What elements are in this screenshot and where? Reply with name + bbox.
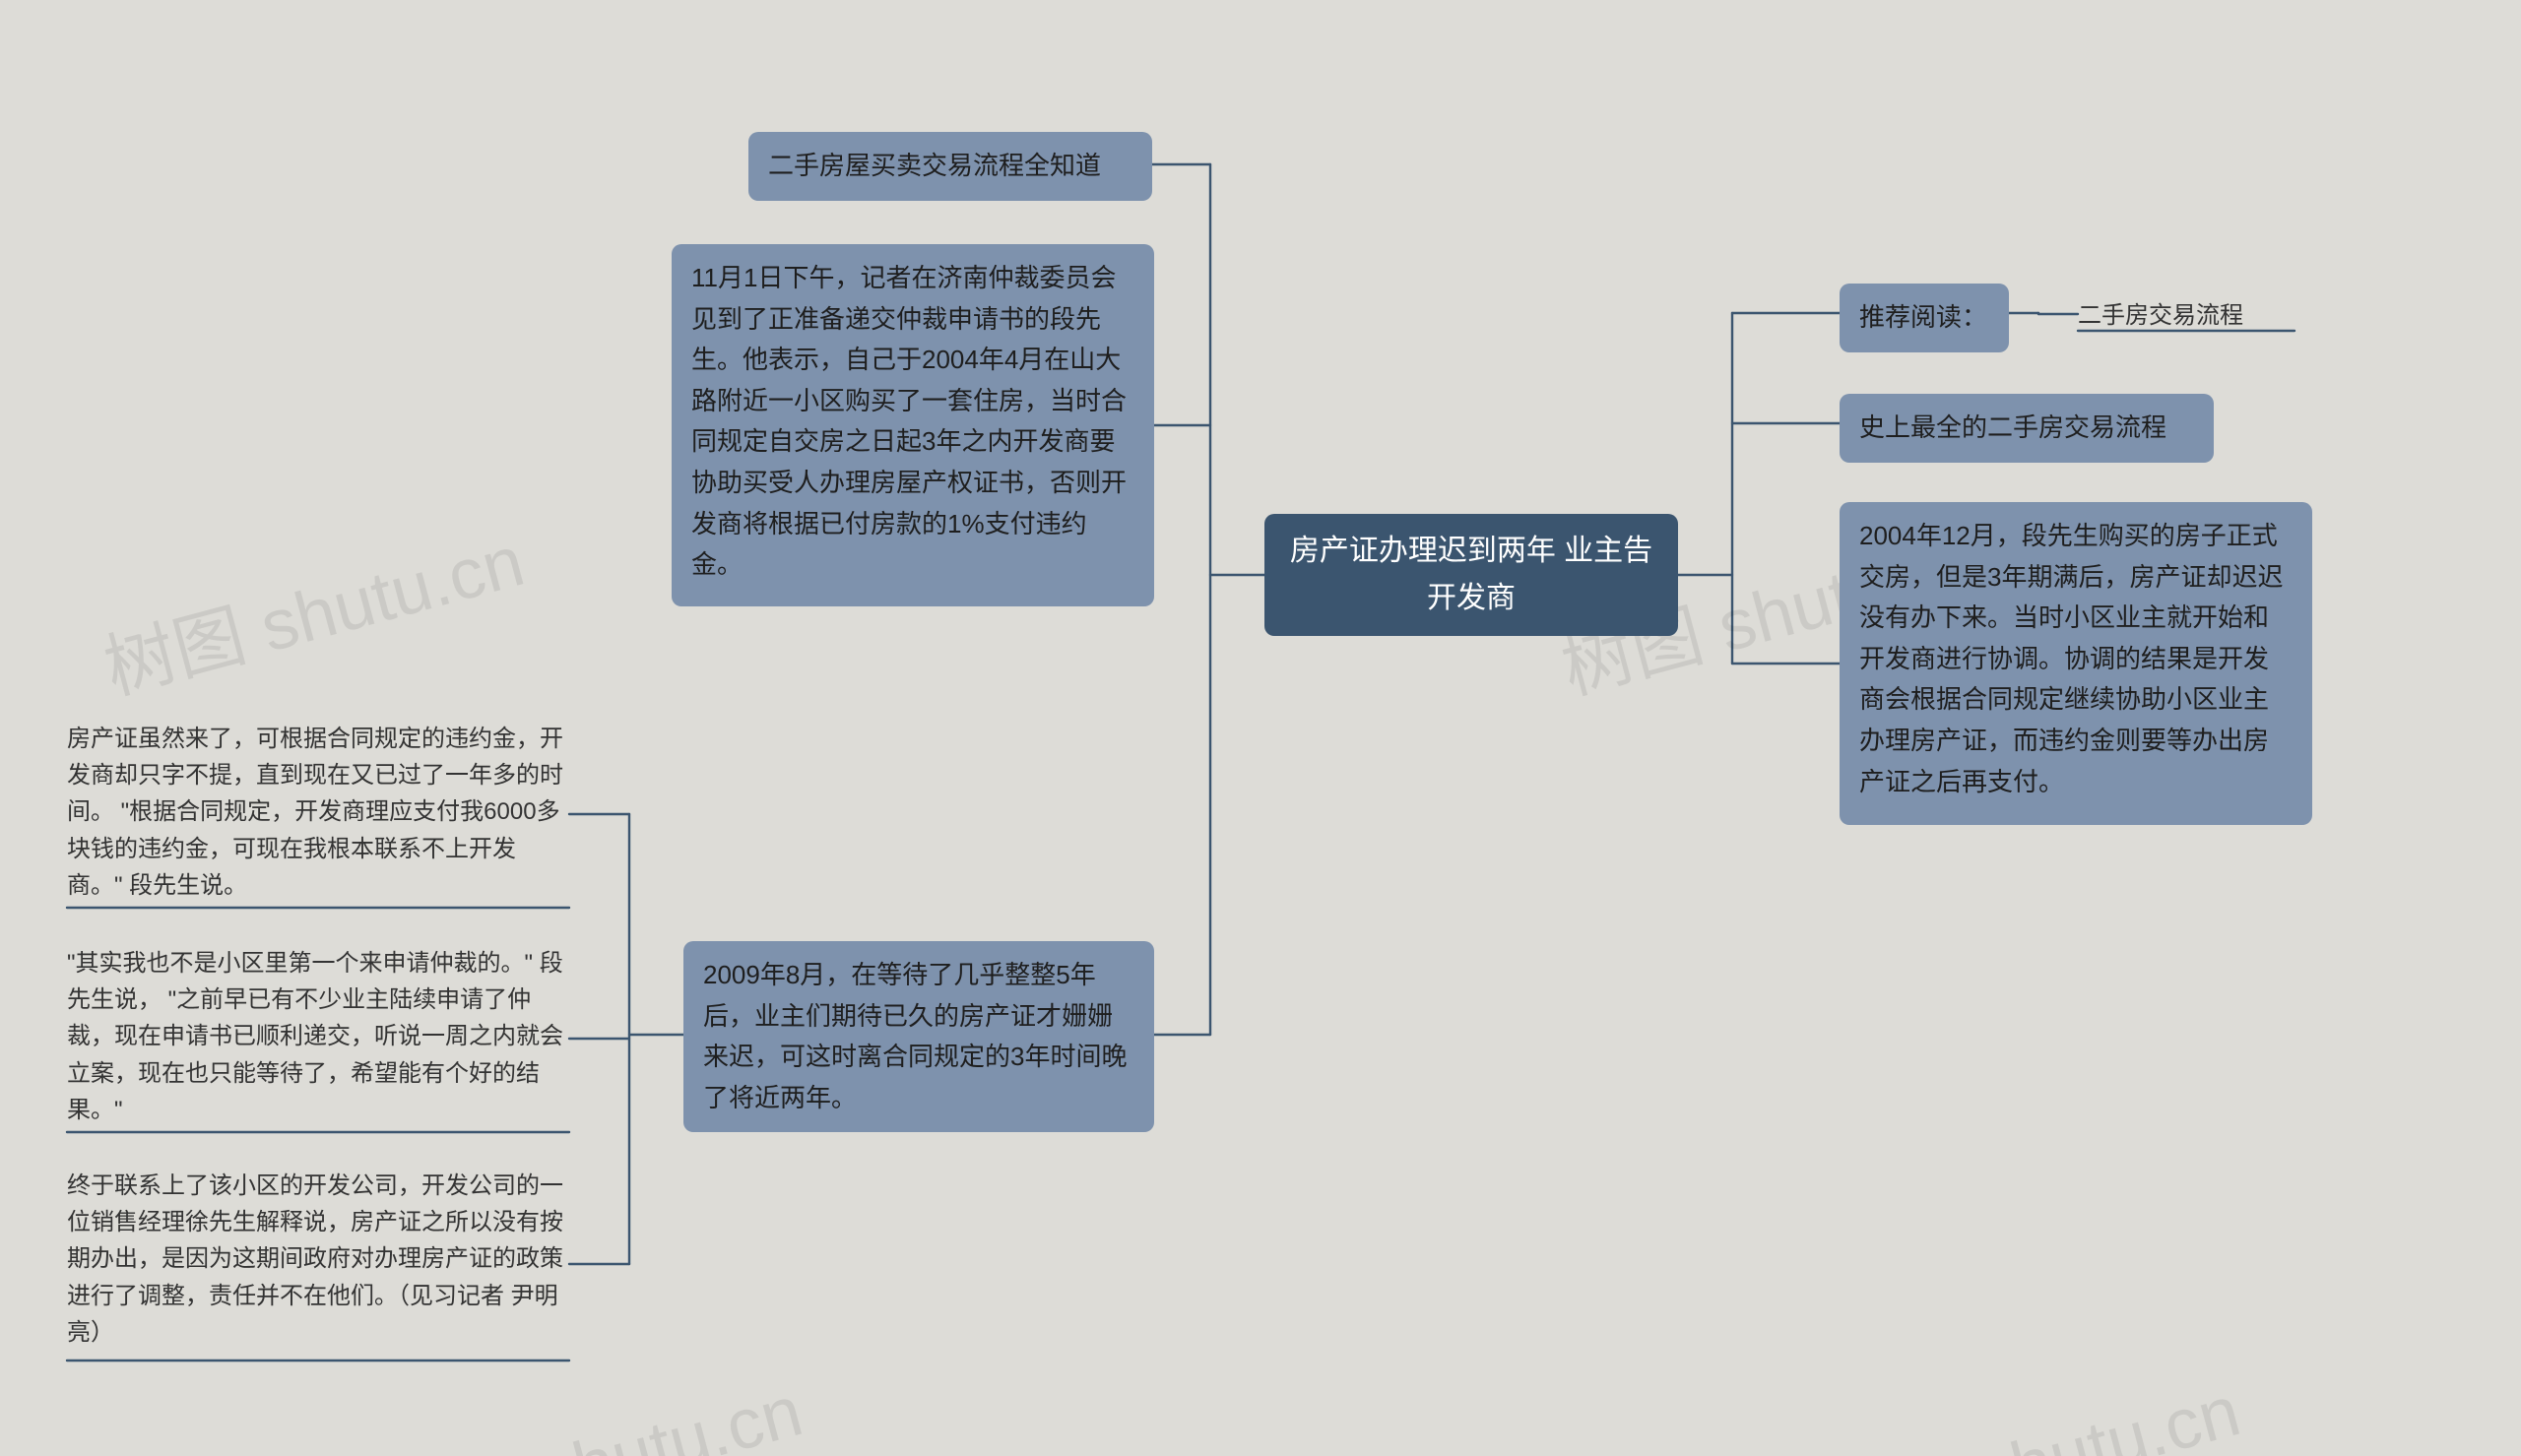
left-branch-2: 2009年8月，在等待了几乎整整5年后，业主们期待已久的房产证才姗姗来迟，可这时… — [683, 941, 1154, 1132]
left-branch-0: 二手房屋买卖交易流程全知道 — [748, 132, 1152, 201]
watermark-2: shutu.cn — [531, 1370, 810, 1456]
right-branch-0: 推荐阅读： — [1840, 284, 2009, 352]
right-branch-2: 2004年12月，段先生购买的房子正式交房，但是3年期满后，房产证却迟迟没有办下… — [1840, 502, 2312, 825]
left-branch-1: 11月1日下午，记者在济南仲裁委员会见到了正准备递交仲裁申请书的段先生。他表示，… — [672, 244, 1154, 606]
left-leaf-0: 房产证虽然来了，可根据合同规定的违约金，开发商却只字不提，直到现在又已过了一年多… — [67, 721, 569, 904]
watermark-0: 树图 shutu.cn — [92, 503, 534, 714]
right-leaf-0: 二手房交易流程 — [2078, 297, 2295, 334]
left-leaf-2: 终于联系上了该小区的开发公司，开发公司的一位销售经理徐先生解释说，房产证之所以没… — [67, 1168, 569, 1351]
left-leaf-1: "其实我也不是小区里第一个来申请仲裁的。" 段先生说， "之前早已有不少业主陆续… — [67, 945, 569, 1128]
root-node: 房产证办理迟到两年 业主告开发商 — [1264, 514, 1678, 636]
right-branch-1: 史上最全的二手房交易流程 — [1840, 394, 2214, 463]
watermark-3: shutu.cn — [1969, 1370, 2248, 1456]
